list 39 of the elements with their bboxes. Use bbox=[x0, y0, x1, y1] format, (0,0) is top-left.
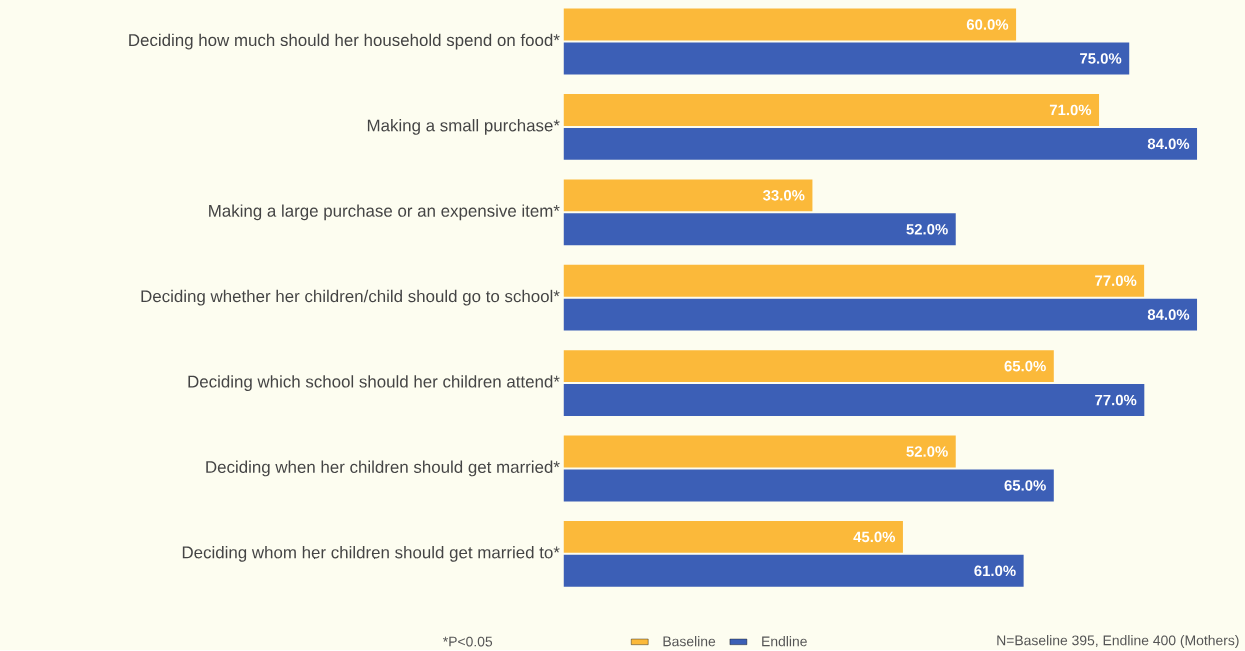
legend-label: Endline bbox=[762, 636, 807, 647]
bar bbox=[563, 384, 1145, 417]
bar bbox=[563, 555, 1024, 587]
data-label: 61.0% bbox=[974, 565, 1016, 577]
data-label: 77.0% bbox=[1095, 275, 1137, 287]
y-tick-label: Making a small purchase* bbox=[367, 119, 560, 136]
y-tick-label: Deciding whom her children should get married to* bbox=[182, 546, 560, 562]
y-tick-label: Deciding whether her children/child should go to school* bbox=[141, 290, 560, 306]
data-label: 65.0% bbox=[1004, 361, 1046, 372]
bar bbox=[563, 179, 813, 212]
bar bbox=[563, 128, 1198, 161]
data-label: 45.0% bbox=[853, 531, 896, 543]
data-label: 84.0% bbox=[1147, 309, 1190, 321]
data-label: 75.0% bbox=[1080, 53, 1122, 64]
data-label: 65.0% bbox=[1004, 480, 1046, 491]
text: *P<0.05 bbox=[443, 636, 493, 647]
data-label: 52.0% bbox=[906, 224, 948, 235]
y-tick-label: Deciding when her children should get married* bbox=[206, 460, 560, 477]
data-label: 84.0% bbox=[1147, 138, 1190, 150]
bar bbox=[563, 435, 956, 468]
bar bbox=[563, 213, 956, 246]
bar bbox=[563, 469, 1054, 502]
bar bbox=[563, 8, 1017, 41]
bar bbox=[563, 42, 1130, 75]
bar bbox=[563, 298, 1198, 331]
data-label: 52.0% bbox=[906, 446, 948, 457]
bar bbox=[563, 94, 1100, 127]
text: N=Baseline 395, Endline 400 (Mothers) bbox=[997, 635, 1239, 649]
bar bbox=[563, 350, 1054, 383]
data-label: 77.0% bbox=[1095, 394, 1137, 406]
bar bbox=[563, 264, 1145, 297]
y-tick-label: Making a large purchase or an expensive item* bbox=[209, 204, 560, 221]
bar bbox=[563, 521, 903, 554]
y-tick-label: Deciding how much should her household spend on food* bbox=[129, 33, 560, 50]
data-label: 60.0% bbox=[966, 19, 1009, 31]
legend-label: Baseline bbox=[663, 636, 716, 647]
data-label: 33.0% bbox=[762, 190, 805, 201]
data-label: 71.0% bbox=[1049, 104, 1092, 116]
y-tick-label: Deciding which school should her children attend* bbox=[188, 375, 560, 392]
